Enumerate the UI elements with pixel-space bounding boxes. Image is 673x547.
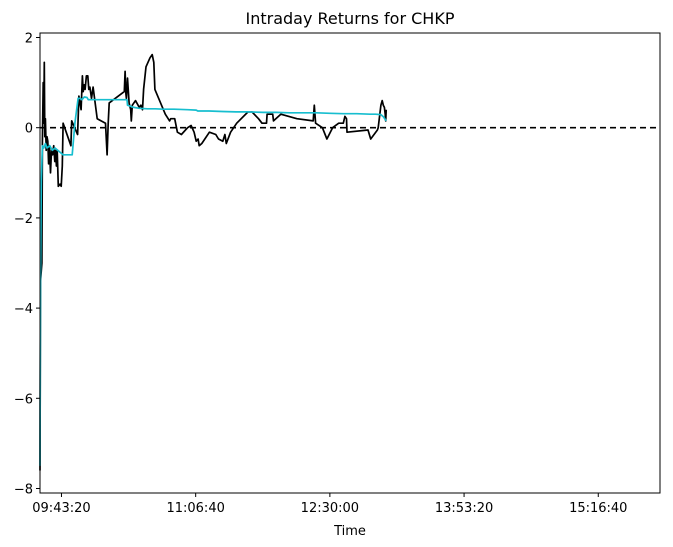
series-group	[39, 53, 388, 471]
x-tick-label: 12:30:00	[301, 501, 359, 516]
series-line-1	[39, 53, 388, 471]
x-axis: 09:43:20 11:06:40 12:30:00 13:53:20 15:16:40	[32, 493, 627, 516]
x-tick-label: 11:06:40	[166, 501, 224, 516]
x-axis-label: Time	[333, 524, 366, 539]
chart-title: Intraday Returns for CHKP	[246, 9, 455, 28]
y-tick-label: 2	[25, 32, 33, 47]
x-tick-label: 13:53:20	[435, 501, 493, 516]
y-tick-label: −4	[14, 302, 33, 317]
series-line-2	[39, 96, 387, 466]
y-tick-label: −8	[14, 482, 33, 497]
x-tick-label: 15:16:40	[569, 501, 627, 516]
y-tick-label: 0	[25, 122, 33, 137]
plot-frame	[39, 32, 661, 494]
y-axis: −8 −6 −4 −2 0 2	[14, 32, 40, 497]
x-tick-label: 09:43:20	[32, 501, 90, 516]
y-tick-label: −6	[14, 392, 33, 407]
y-tick-label: −2	[14, 212, 33, 227]
